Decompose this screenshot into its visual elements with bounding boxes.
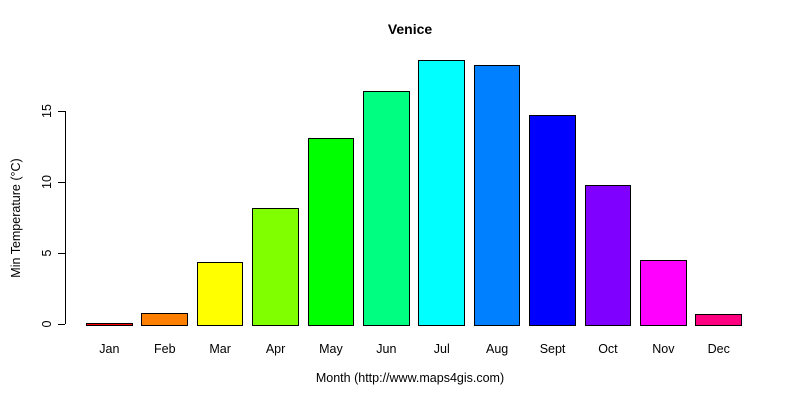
x-tick-label-aug: Aug — [486, 342, 509, 356]
y-tick-label-15: 15 — [40, 104, 54, 118]
chart-title: Venice — [387, 21, 433, 37]
x-tick-label-dec: Dec — [707, 342, 730, 356]
bar-oct — [584, 184, 632, 327]
y-tick-label-0: 0 — [40, 320, 54, 328]
x-axis-title: Month (http://www.maps4gis.com) — [315, 371, 505, 385]
bar-aug — [473, 65, 521, 327]
x-tick-label-jun: Jun — [376, 342, 397, 356]
x-tick-label-nov: Nov — [652, 342, 675, 356]
y-tick-label-10: 10 — [40, 175, 54, 190]
bar-jan — [86, 322, 133, 327]
y-axis-title: Min Temperature (°C) — [9, 158, 23, 278]
bar-sept — [529, 115, 576, 327]
y-axis-line — [65, 111, 66, 325]
x-tick-label-apr: Apr — [265, 342, 286, 356]
y-tick-label-5: 5 — [40, 249, 54, 257]
x-tick-label-may: May — [319, 342, 343, 356]
bar-mar — [196, 261, 244, 327]
x-tick-label-sept: Sept — [539, 342, 566, 356]
bar-jul — [418, 59, 466, 327]
y-tick-mark-0 — [58, 324, 65, 326]
x-tick-label-jul: Jul — [433, 342, 450, 356]
y-tick-mark-10 — [58, 182, 65, 184]
bar-apr — [252, 207, 299, 327]
x-tick-label-jan: Jan — [99, 342, 120, 356]
bar-nov — [640, 260, 687, 327]
x-tick-label-mar: Mar — [209, 342, 231, 356]
y-tick-mark-5 — [58, 253, 65, 255]
bar-dec — [695, 314, 743, 327]
x-tick-label-oct: Oct — [598, 342, 618, 356]
bar-feb — [141, 312, 189, 327]
x-tick-label-feb: Feb — [153, 342, 176, 356]
y-tick-mark-15 — [58, 111, 65, 112]
bar-may — [307, 138, 355, 327]
bar-jun — [363, 91, 410, 327]
